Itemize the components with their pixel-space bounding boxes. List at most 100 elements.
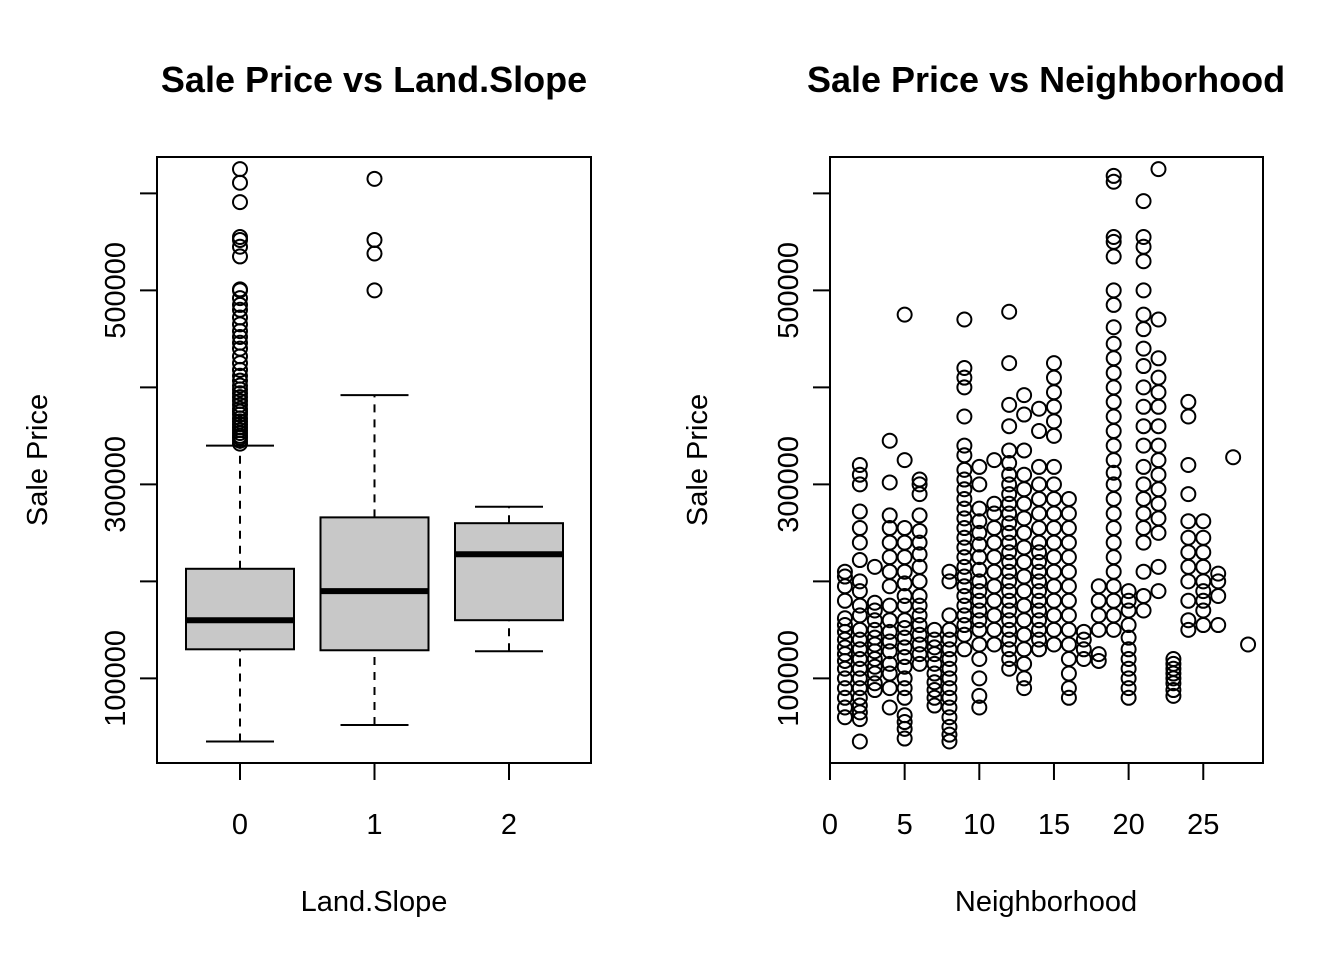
scatter-point [836,639,853,656]
left-chart-title: Sale Price vs Land.Slope [161,59,587,100]
scatter-point [1180,612,1197,629]
scatter-point [1045,490,1062,507]
outlier-point [232,174,248,191]
scatter-point [896,639,913,656]
scatter-point [836,699,853,716]
scatter-point [866,675,883,692]
scatter-point [851,573,868,590]
scatter-point [1195,617,1212,634]
scatter-point [881,655,898,672]
scatter-point [1016,626,1033,643]
scatter-point [971,524,988,541]
scatter-point [1060,607,1077,624]
scatter-point [866,658,883,675]
scatter-point [1120,583,1137,600]
right-x-axis-label: Neighborhood [955,886,1137,918]
scatter-point [1105,350,1122,367]
scatter-point [956,490,973,507]
scatter-point [1001,455,1018,472]
scatter-point [1045,505,1062,522]
right-y-axis-label: Sale Price [682,394,714,526]
scatter-point [1045,563,1062,580]
scatter-point [971,500,988,517]
scatter-point [1135,563,1152,580]
right-y-tick-label: 100000 [773,630,805,727]
left-y-tick-label: 100000 [100,630,132,727]
scatter-point [1135,358,1152,375]
scatter-point [986,621,1003,638]
scatter-point [941,670,958,687]
scatter-point [851,503,868,520]
scatter-point [1016,670,1033,687]
scatter-point [986,495,1003,512]
scatter-point [836,709,853,726]
scatter-point [836,563,853,580]
right-marks: 0 5 10 15 20 25 100000 300000 500000 [773,161,1257,841]
scatter-point [896,520,913,537]
scatter-point [1031,400,1048,417]
scatter-point [1195,583,1212,600]
scatter-point [851,534,868,551]
scatter-point [896,534,913,551]
scatter-point [1105,423,1122,440]
outlier-point [232,392,248,409]
scatter-point [1135,321,1152,338]
scatter-point [1016,641,1033,658]
scatter-point [1150,369,1167,386]
scatter-point [941,621,958,638]
right-x-tick-label: 25 [1187,809,1219,841]
scatter-point [1016,597,1033,614]
scatter-point [1016,612,1033,629]
left-x-tick-label: 2 [501,809,517,841]
scatter-point [1180,393,1197,410]
scatter-point [896,680,913,697]
outlier-point [232,334,248,351]
scatter-point [1105,379,1122,396]
scatter-point [971,651,988,668]
scatter-point [956,578,973,595]
scatter-point [881,623,898,640]
scatter-point [1001,396,1018,413]
scatter-point [1001,418,1018,435]
scatter-point [1150,398,1167,415]
outlier-point [232,290,248,307]
scatter-point [1105,607,1122,624]
scatter-point [1135,437,1152,454]
scatter-point [1031,641,1048,658]
scatter-point [1060,505,1077,522]
right-x-tick-label: 15 [1038,809,1070,841]
scatter-point [971,561,988,578]
scatter-point [911,617,928,634]
scatter-point [1150,311,1167,328]
scatter-point [1016,539,1033,556]
scatter-point [1240,636,1257,653]
scatter-point [1016,466,1033,483]
scatter-point [911,507,928,524]
scatter-point [971,636,988,653]
scatter-point [1135,602,1152,619]
outlier-point [366,282,383,299]
scatter-point [881,665,898,682]
scatter-point [956,379,973,396]
outlier-point [232,194,248,211]
scatter-point [1090,578,1107,595]
scatter-point [926,697,943,714]
scatter-point [1075,651,1092,668]
scatter-point [986,592,1003,609]
outlier-point [232,238,248,255]
scatter-point [1001,660,1018,677]
scatter-point [911,626,928,643]
outlier-point [232,396,248,413]
scatter-point [1105,534,1122,551]
scatter-point [1195,544,1212,561]
scatter-point [896,707,913,724]
right-y-tick-label: 300000 [773,436,805,533]
scatter-point [1120,629,1137,646]
scatter-point [851,660,868,677]
scatter-point [866,629,883,646]
scatter-point [971,602,988,619]
scatter-point [956,481,973,498]
scatter-point [1031,602,1048,619]
scatter-point [1031,423,1048,440]
scatter-point [971,476,988,493]
